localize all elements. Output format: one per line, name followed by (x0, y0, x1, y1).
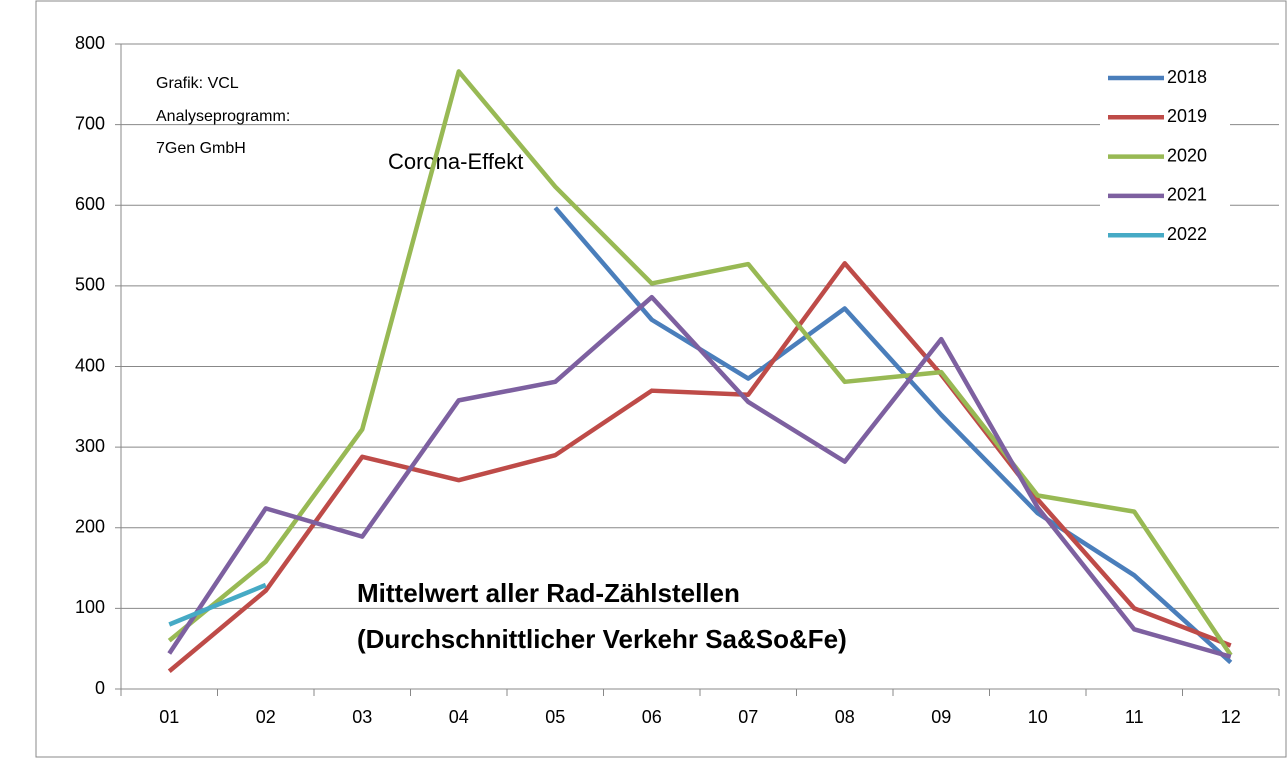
line-series (167, 261, 1232, 673)
y-tick-label: 0 (95, 678, 105, 698)
x-tick-label: 08 (835, 707, 855, 727)
x-tick-label: 04 (449, 707, 469, 727)
x-tick-label: 11 (1125, 707, 1144, 727)
line-series (167, 69, 1233, 657)
chart-subtitle: (Durchschnittlicher Verkehr Sa&So&Fe) (357, 624, 847, 654)
x-tick-label: 12 (1221, 707, 1241, 727)
x-tick-label: 06 (642, 707, 662, 727)
x-tick-label: 03 (352, 707, 372, 727)
chart-frame (35, 0, 1287, 758)
y-tick-label: 300 (75, 436, 105, 456)
legend-label: 2018 (1167, 67, 1207, 87)
y-tick-label: 200 (75, 517, 105, 537)
legend-label: 2021 (1167, 185, 1207, 205)
y-tick-label: 800 (75, 33, 105, 53)
x-tick-label: 05 (545, 707, 565, 727)
y-tick-label: 600 (75, 194, 105, 214)
x-tick-label: 07 (738, 707, 758, 727)
line-series (553, 206, 1233, 665)
chart-title: Mittelwert aller Rad-Zählstellen (357, 578, 740, 608)
credit: Grafik: VCL (156, 75, 239, 92)
line-series (168, 582, 267, 627)
y-tick-label: 700 (75, 113, 105, 133)
annotation: Corona-Effekt (388, 149, 523, 174)
x-tick-label: 09 (931, 707, 951, 727)
legend-label: 2022 (1167, 224, 1207, 244)
y-tick-label: 400 (75, 355, 105, 375)
x-tick-label: 02 (256, 707, 276, 727)
y-tick-label: 100 (75, 597, 105, 617)
x-tick-label: 01 (159, 707, 179, 727)
x-tick-label: 10 (1028, 707, 1048, 727)
legend-label: 2020 (1167, 145, 1207, 165)
legend-label: 2019 (1167, 106, 1207, 126)
credit: Analyseprogramm: (156, 108, 290, 125)
line-series (167, 294, 1232, 659)
y-tick-label: 500 (75, 275, 105, 295)
credit: 7Gen GmbH (156, 140, 246, 157)
